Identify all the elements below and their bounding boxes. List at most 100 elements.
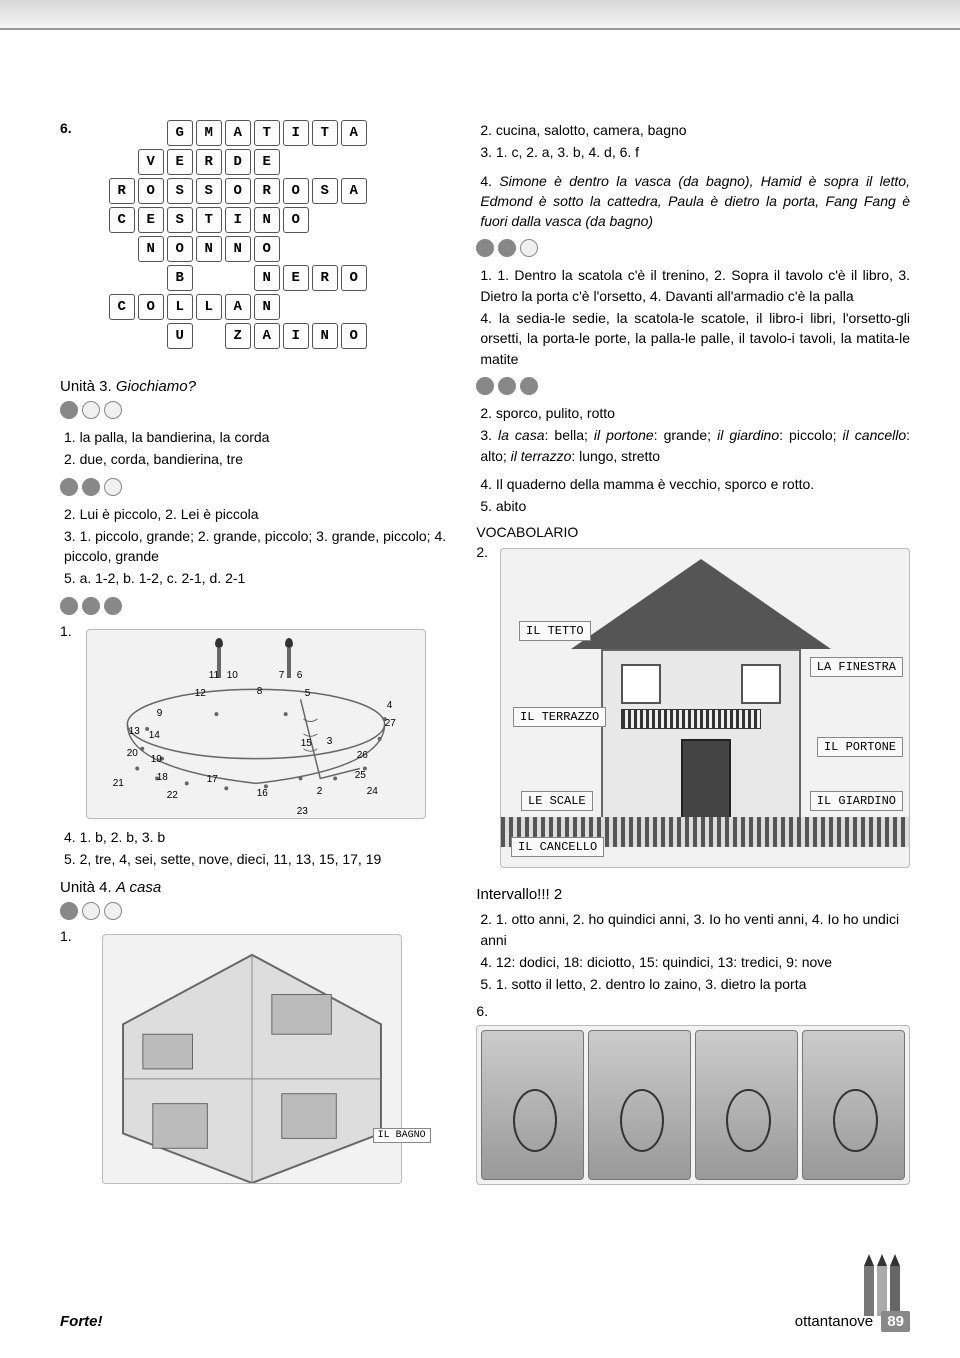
crossword-cell: O [341, 323, 367, 349]
crossword-grid: GMATITAVERDEROSSOROSACESTINONONNOBNEROCO… [80, 120, 367, 352]
label-terrazzo: IL TERRAZZO [513, 707, 606, 727]
answer-item: 5. 2, tre, 4, sei, sette, nove, dieci, 1… [64, 849, 446, 869]
dot-num: 23 [297, 806, 308, 817]
unit3-block1: 1. la palla, la bandierina, la corda2. d… [60, 427, 446, 470]
crossword-number: 6. [60, 120, 72, 136]
crossword-cell: L [167, 294, 193, 320]
page-top-stripe [0, 0, 960, 30]
dots-group-3 [60, 597, 446, 615]
crossword-cell: T [254, 120, 280, 146]
crossword-cell: U [167, 323, 193, 349]
crossword-cell: O [341, 265, 367, 291]
answer-item: 4. 12: dodici, 18: diciotto, 15: quindic… [480, 952, 910, 972]
right-blockC-rest: 4. Il quaderno della mamma è vecchio, sp… [476, 474, 910, 517]
crossword-cell: E [254, 149, 280, 175]
answer-item: 1. 1. Dentro la scatola c'è il trenino, … [480, 265, 910, 306]
t: : grande; [654, 427, 717, 443]
backpacks-row [476, 1025, 910, 1185]
dot-num: 19 [151, 754, 162, 765]
dot-num: 16 [257, 788, 268, 799]
dot-num: 8 [257, 686, 263, 697]
crossword-cell: C [109, 207, 135, 233]
answer-item: 2. Lui è piccolo, 2. Lei è piccola [64, 504, 446, 524]
blockC-3-pre: 3. [480, 427, 498, 443]
backpack-item [695, 1030, 798, 1180]
answer-item: 4. la sedia-le sedie, la scatola-le scat… [480, 308, 910, 369]
pencil-icon [864, 1266, 874, 1316]
label-portone: IL PORTONE [817, 737, 903, 757]
crossword-cell: N [138, 236, 164, 262]
intervallo-title: Intervallo!!! 2 [476, 886, 910, 903]
vocab-title: VOCABOLARIO [476, 524, 910, 540]
answer-item: 1. la palla, la bandierina, la corda [64, 427, 446, 447]
unit4-title-a: Unità 4. [60, 879, 116, 896]
dot-num: 3 [327, 736, 333, 747]
answer-item: 4. 1. b, 2. b, 3. b [64, 827, 446, 847]
crossword-cell: O [138, 178, 164, 204]
dots-group-2 [60, 478, 446, 496]
answer-item: 5. abito [480, 496, 910, 516]
crossword-cell: N [254, 294, 280, 320]
floorplan-svg [103, 935, 401, 1183]
i: il giardino [717, 427, 779, 443]
footer-brand: Forte! [60, 1313, 103, 1330]
dot-num: 12 [195, 688, 206, 699]
crossword-cell: A [341, 120, 367, 146]
candle-icon [287, 648, 291, 678]
crossword-cell: G [167, 120, 193, 146]
unit3-block3: 4. 1. b, 2. b, 3. b5. 2, tre, 4, sei, se… [60, 827, 446, 870]
crossword-cell: L [196, 294, 222, 320]
crossword-cell: R [196, 149, 222, 175]
dots-group-5 [476, 239, 910, 257]
crossword-cell: N [312, 323, 338, 349]
crossword-cell: O [283, 178, 309, 204]
right-blockB: 1. 1. Dentro la scatola c'è il trenino, … [476, 265, 910, 368]
dot-icon [82, 478, 100, 496]
cake-number: 1. [60, 623, 72, 639]
dot-num: 15 [301, 738, 312, 749]
i: il cancello [843, 427, 907, 443]
crossword-cell: V [138, 149, 164, 175]
i: la casa [498, 427, 545, 443]
i: il terrazzo [511, 448, 572, 464]
crossword-cell: A [225, 294, 251, 320]
crossword-cell: D [225, 149, 251, 175]
dot-num: 25 [355, 770, 366, 781]
dot-icon [476, 239, 494, 257]
vocab-number: 2. [476, 544, 488, 560]
item-4-text: Simone è dentro la vasca (da bagno), Ham… [480, 173, 910, 230]
crossword-cell: I [283, 323, 309, 349]
crossword-cell: N [254, 265, 280, 291]
crossword-cell: O [254, 236, 280, 262]
dot-num: 10 [227, 670, 238, 681]
pencils-decoration [864, 1266, 900, 1316]
dot-num: 24 [367, 786, 378, 797]
answer-item: 5. a. 1-2, b. 1-2, c. 2-1, d. 2-1 [64, 568, 446, 588]
i: il portone [594, 427, 654, 443]
crossword-cell: E [138, 207, 164, 233]
crossword-cell: R [254, 178, 280, 204]
dot-icon [476, 377, 494, 395]
right-blockC: 2. sporco, pulito, rotto 3. la casa: bel… [476, 403, 910, 466]
dot-icon [82, 902, 100, 920]
answer-item: 5. 1. sotto il letto, 2. dentro lo zaino… [480, 974, 910, 994]
house-window [741, 664, 781, 704]
dots-group-1 [60, 401, 446, 419]
crossword-cell: A [254, 323, 280, 349]
crossword-cell: I [283, 120, 309, 146]
dot-icon [520, 377, 538, 395]
dots-group-4 [60, 902, 446, 920]
dot-icon [60, 401, 78, 419]
dot-num: 26 [357, 750, 368, 761]
right-blockA: 2. cucina, salotto, camera, bagno3. 1. c… [476, 120, 910, 163]
dot-num: 11 [209, 670, 219, 681]
crossword-cell: N [254, 207, 280, 233]
bagno-label: IL BAGNO [373, 1128, 431, 1143]
crossword-cell: O [167, 236, 193, 262]
dot-icon [520, 239, 538, 257]
dot-icon [60, 902, 78, 920]
dot-num: 18 [157, 772, 168, 783]
label-tetto: IL TETTO [519, 621, 591, 641]
label-giardino: IL GIARDINO [810, 791, 903, 811]
dot-icon [60, 478, 78, 496]
